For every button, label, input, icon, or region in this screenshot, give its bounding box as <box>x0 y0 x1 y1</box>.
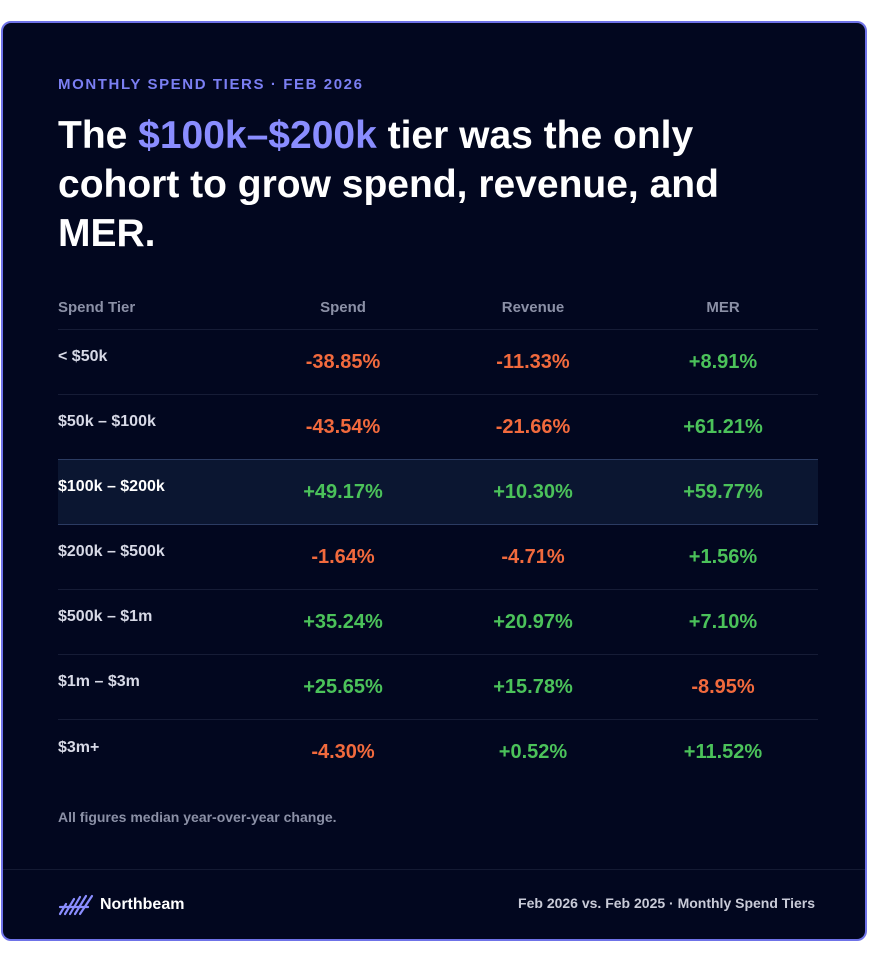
brand-name: Northbeam <box>100 896 185 913</box>
eyebrow-label: MONTHLY SPEND TIERS · FEB 2026 <box>58 76 364 93</box>
tier-label: $500k – $1m <box>58 608 153 625</box>
tier-label: $200k – $500k <box>58 543 165 560</box>
brand-logo: Northbeam <box>58 894 184 916</box>
column-header-tier: Spend Tier <box>58 298 136 316</box>
table-row: $200k – $500k -1.64% -4.71% +1.56% <box>58 525 818 590</box>
tier-cell: < $50k <box>58 348 248 371</box>
revenue-cell: +20.97% <box>438 611 628 634</box>
revenue-cell: -4.71% <box>438 546 628 569</box>
tier-cell: $100k – $200k <box>58 478 248 501</box>
table-row: $1m – $3m +25.65% +15.78% -8.95% <box>58 655 818 720</box>
revenue-value: +15.78% <box>493 675 573 698</box>
revenue-value: +20.97% <box>493 610 573 633</box>
revenue-value: -4.71% <box>501 545 565 568</box>
revenue-value: +0.52% <box>498 741 568 763</box>
mer-value: +7.10% <box>688 610 758 633</box>
tier-cell: $50k – $100k <box>58 413 248 436</box>
headline-highlight: $100k–$200k <box>138 114 377 157</box>
spend-value: -4.30% <box>311 741 375 763</box>
northbeam-logo-icon <box>58 894 94 916</box>
column-header-revenue: Revenue <box>501 298 565 316</box>
spend-cell: +25.65% <box>248 676 438 699</box>
mer-cell: +7.10% <box>628 611 818 634</box>
tier-label: $1m – $3m <box>58 673 140 690</box>
mer-value: -8.95% <box>691 675 755 698</box>
tier-cell: $1m – $3m <box>58 673 248 696</box>
mer-value: +11.52% <box>683 741 763 763</box>
chart-card: MONTHLY SPEND TIERS · FEB 2026 The $100k… <box>1 21 867 941</box>
tier-label: $50k – $100k <box>58 413 156 430</box>
footnote: All figures median year-over-year change… <box>58 809 337 825</box>
spend-cell: -38.85% <box>248 351 438 374</box>
revenue-value: +10.30% <box>493 480 573 503</box>
mer-cell: +8.91% <box>628 351 818 374</box>
mer-cell: +59.77% <box>628 481 818 504</box>
revenue-cell: +0.52% <box>438 741 628 764</box>
column-header-spend: Spend <box>320 298 366 316</box>
revenue-cell: -11.33% <box>438 351 628 374</box>
column-header-mer: MER <box>706 298 740 316</box>
source-caption: Feb 2026 vs. Feb 2025 · Monthly Spend Ti… <box>518 895 815 911</box>
tier-cell: $3m+ <box>58 739 248 762</box>
tier-label: < $50k <box>58 348 108 365</box>
spend-value: +49.17% <box>303 480 383 503</box>
table-row: $500k – $1m +35.24% +20.97% +7.10% <box>58 590 818 655</box>
revenue-value: -11.33% <box>496 350 570 373</box>
headline-after: tier was the only cohort to grow spend, … <box>58 114 719 255</box>
mer-cell: +11.52% <box>628 741 818 764</box>
mer-value: +61.21% <box>683 415 763 438</box>
table-row: $100k – $200k +49.17% +10.30% +59.77% <box>58 459 818 525</box>
mer-cell: +61.21% <box>628 416 818 439</box>
spend-value: -1.64% <box>311 545 375 568</box>
spend-cell: -4.30% <box>248 741 438 764</box>
spend-value: -43.54% <box>305 415 381 438</box>
spend-cell: +49.17% <box>248 481 438 504</box>
table-row: $3m+ -4.30% +0.52% +11.52% <box>58 720 818 785</box>
table-body: < $50k -38.85% -11.33% +8.91% $50k – $100k -4… <box>58 330 818 785</box>
tier-cell: $500k – $1m <box>58 608 248 631</box>
footer: Northbeam Feb 2026 vs. Feb 2025 · Monthl… <box>3 869 865 939</box>
revenue-cell: +10.30% <box>438 481 628 504</box>
tier-cell: $200k – $500k <box>58 543 248 566</box>
tier-label: $3m+ <box>58 738 100 756</box>
tier-label: $100k – $200k <box>58 478 165 495</box>
mer-value: +59.77% <box>683 480 763 503</box>
headline: The $100k–$200k tier was the only cohort… <box>58 111 818 258</box>
mer-cell: +1.56% <box>628 546 818 569</box>
mer-value: +8.91% <box>688 350 758 373</box>
mer-cell: -8.95% <box>628 676 818 699</box>
table-row: < $50k -38.85% -11.33% +8.91% <box>58 330 818 395</box>
revenue-cell: -21.66% <box>438 416 628 439</box>
revenue-cell: +15.78% <box>438 676 628 699</box>
spend-value: +35.24% <box>303 610 383 633</box>
spend-value: -38.85% <box>305 350 381 373</box>
spend-cell: -43.54% <box>248 416 438 439</box>
spend-cell: +35.24% <box>248 611 438 634</box>
spend-value: +25.65% <box>303 675 383 698</box>
table-header: Spend Tier Spend Revenue MER <box>58 285 818 330</box>
spend-cell: -1.64% <box>248 546 438 569</box>
mer-value: +1.56% <box>688 545 758 568</box>
revenue-value: -21.66% <box>495 415 571 438</box>
table-row: $50k – $100k -43.54% -21.66% +61.21% <box>58 395 818 460</box>
spend-tier-table: Spend Tier Spend Revenue MER < $50k -38.8… <box>58 285 818 785</box>
headline-before: The <box>58 114 139 157</box>
